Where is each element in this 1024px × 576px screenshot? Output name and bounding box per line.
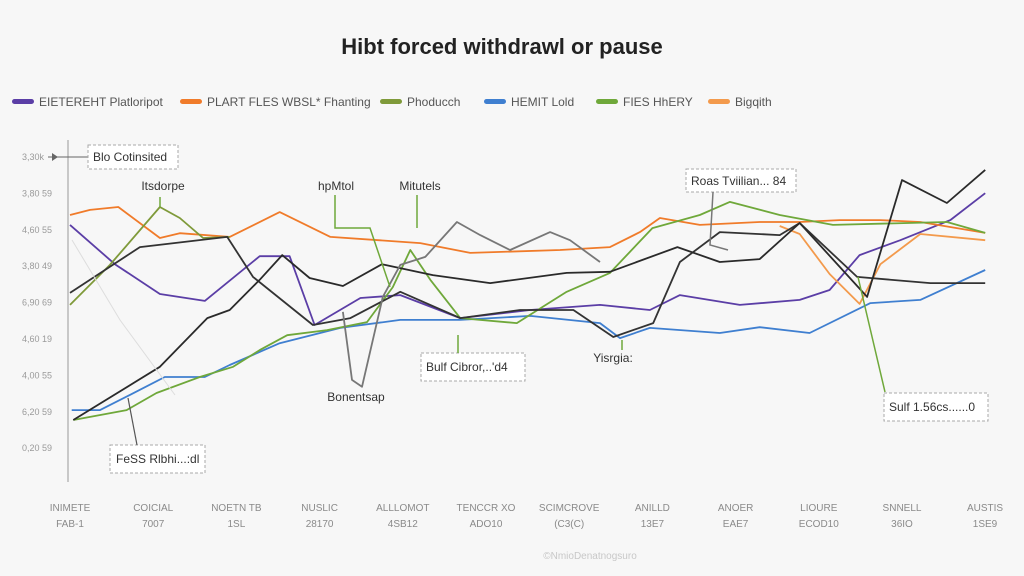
- series-line-7: [72, 169, 986, 421]
- y-tick-label: 3,80 59: [22, 188, 52, 198]
- y-tick-label: 6,20 59: [22, 407, 52, 417]
- x-tick-label: INIMETE: [50, 503, 91, 514]
- x-tick-label: SCIMCROVE: [539, 503, 600, 514]
- annotation-label: FeSS Rlbhi...:dl: [116, 452, 199, 466]
- annotation-label: Bonentsap: [327, 390, 385, 404]
- legend-swatch: [12, 99, 34, 104]
- arrow-icon: [52, 153, 58, 161]
- x-tick-label: AUSTIS: [967, 503, 1003, 514]
- x-tick-label: TENCCR XO: [457, 503, 516, 514]
- x-tick-sublabel: EAE7: [723, 519, 749, 530]
- y-tick-label: 3,80 49: [22, 261, 52, 271]
- legend: EIETEREHT Platloripot PLART FLES WBSL* Fh…: [12, 95, 772, 109]
- legend-item: HEMIT Lold: [484, 95, 574, 109]
- y-tick-label: 3,30k: [22, 152, 45, 162]
- plot-area: [69, 169, 986, 421]
- legend-swatch: [380, 99, 402, 104]
- legend-label: Bigqith: [735, 95, 772, 109]
- series-line-0: [69, 192, 986, 326]
- y-tick-label: 0,20 59: [22, 443, 52, 453]
- x-tick-sublabel: ECOD10: [799, 519, 839, 530]
- x-tick-label: NUSLIC: [301, 503, 338, 514]
- legend-item: Phoducch: [380, 95, 460, 109]
- y-tick-label: 4,60 19: [22, 334, 52, 344]
- annotation-label: Blo Cotinsited: [93, 150, 167, 164]
- y-tick-label: 4,00 55: [22, 370, 52, 380]
- annotation-label: hpMtol: [318, 179, 354, 193]
- y-axis: 3,30k 3,80 59 4,60 55 3,80 49 6,90 69 4,60 19…: [22, 152, 52, 453]
- annotation-label: Bulf Cibror,..'d4: [426, 360, 508, 374]
- x-tick-label: NOETN TB: [211, 503, 262, 514]
- legend-label: HEMIT Lold: [511, 95, 574, 109]
- annotation-label: Mitutels: [399, 179, 440, 193]
- annotation-label: Yisrgia:: [593, 351, 633, 365]
- annotation-label: Roas Tviilian... 84: [691, 174, 786, 188]
- x-tick-sublabel: ADO10: [470, 519, 503, 530]
- x-tick-sublabel: 1SL: [228, 519, 246, 530]
- legend-swatch: [708, 99, 730, 104]
- chart-title: Hibt forced withdrawl or pause: [341, 34, 662, 59]
- annotation-label: Sulf 1.56cs......0: [889, 400, 975, 414]
- y-tick-label: 4,60 55: [22, 225, 52, 235]
- watermark: ©NmioDenatnogsuro: [543, 551, 637, 562]
- x-tick-sublabel: 13E7: [641, 519, 665, 530]
- series-line-2: [69, 206, 230, 306]
- legend-item: EIETEREHT Platloripot: [12, 95, 163, 109]
- series-line-8: [342, 221, 601, 388]
- x-tick-sublabel: 1SE9: [973, 519, 998, 530]
- x-tick-label: COICIAL: [133, 503, 173, 514]
- legend-item: PLART FLES WBSL* Fhanting: [180, 95, 371, 109]
- x-axis: INIMETE FAB-1 COICIAL 7007 NOETN TB 1SL NUSLIC…: [50, 503, 1004, 530]
- legend-swatch: [596, 99, 618, 104]
- annotations: Blo Cotinsited Itsdorpe hpMtol Mitutels …: [48, 144, 989, 474]
- legend-label: EIETEREHT Platloripot: [39, 95, 163, 109]
- legend-swatch: [180, 99, 202, 104]
- x-tick-label: SNNELL: [883, 503, 922, 514]
- series-line-5: [779, 225, 986, 305]
- x-tick-sublabel: FAB-1: [56, 519, 84, 530]
- y-tick-label: 6,90 69: [22, 298, 52, 308]
- x-tick-label: ANILLD: [635, 503, 670, 514]
- legend-label: PLART FLES WBSL* Fhanting: [207, 95, 371, 109]
- x-tick-sublabel: 28170: [306, 519, 334, 530]
- legend-label: FIES HhERY: [623, 95, 693, 109]
- legend-label: Phoducch: [407, 95, 460, 109]
- series-line-6: [69, 222, 986, 338]
- faint-line: [71, 239, 176, 396]
- x-tick-label: ALLLOMOT: [376, 503, 429, 514]
- x-tick-sublabel: 4SB12: [388, 519, 418, 530]
- legend-item: Bigqith: [708, 95, 772, 109]
- legend-item: FIES HhERY: [596, 95, 693, 109]
- x-tick-sublabel: 7007: [142, 519, 165, 530]
- x-tick-label: LIOURE: [800, 503, 838, 514]
- x-tick-sublabel: (C3(C): [554, 519, 584, 530]
- series-line-1: [69, 206, 986, 254]
- annotation-label: Itsdorpe: [141, 179, 185, 193]
- legend-swatch: [484, 99, 506, 104]
- x-tick-sublabel: 36IO: [891, 519, 913, 530]
- x-tick-label: ANOER: [718, 503, 754, 514]
- series-line-4: [73, 200, 986, 421]
- series-line-3: [71, 269, 986, 412]
